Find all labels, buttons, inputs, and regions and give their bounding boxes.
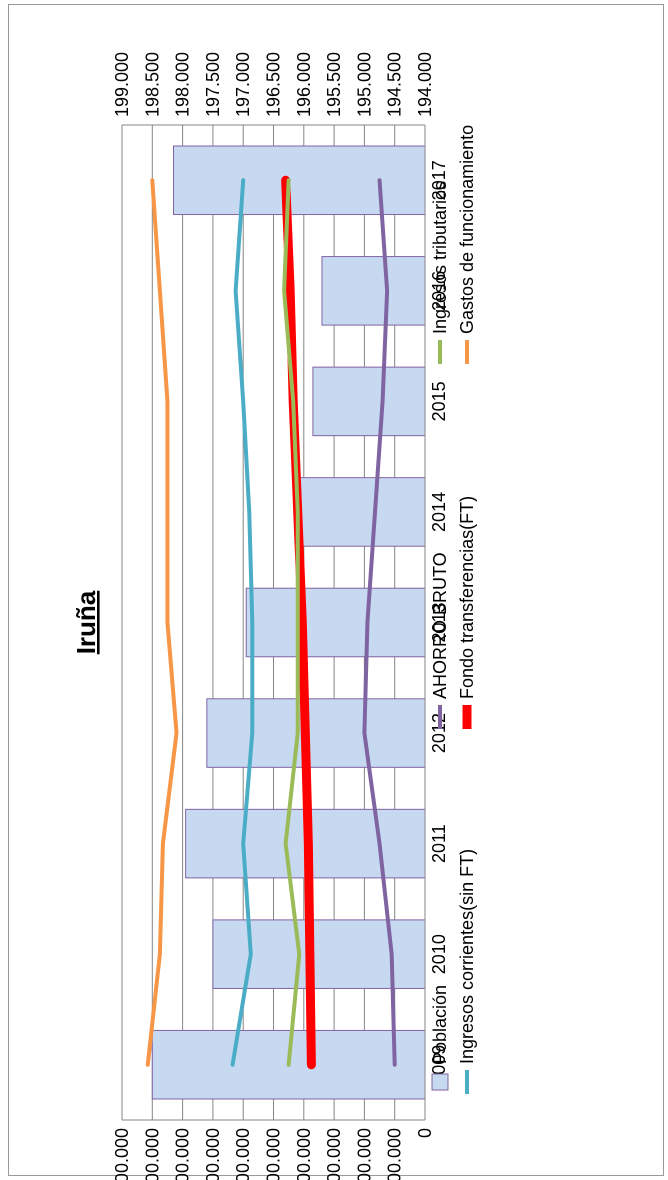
category-label: 2014 [429, 492, 449, 532]
legend-label: Población [430, 985, 450, 1064]
secondary-tick-label: 198.000 [173, 52, 193, 117]
series-line-fondo-transferencias-ft- [281, 175, 316, 1070]
secondary-tick-label: 198.500 [142, 52, 162, 117]
legend-label: Gastos de funcionamiento [457, 125, 477, 334]
secondary-tick-label: 197.000 [233, 52, 253, 117]
chart-frame [8, 4, 664, 1176]
legend-label: AHORRO BRUTO [430, 552, 450, 699]
labels: 0 20.000.000 40.000.000 60.000.000 80.000.00… [112, 52, 449, 1180]
category-label: 2015 [429, 381, 449, 421]
primary-tick-label: 100.000.000 [264, 1128, 284, 1180]
secondary-tick-label: 194.500 [385, 52, 405, 117]
series-line-gastos-de-funcionamiento [145, 178, 179, 1067]
axes [122, 124, 426, 1121]
series-line-ingresos-corrientes-sin-ft- [230, 178, 255, 1067]
secondary-tick-label: 195.500 [324, 52, 344, 117]
secondary-tick-label: 199.000 [112, 52, 132, 117]
legend-label: Ingresos tributarios [430, 181, 450, 334]
primary-tick-label: 40.000.000 [354, 1128, 374, 1180]
bar [321, 256, 426, 326]
primary-tick-label: 120.000.000 [233, 1128, 253, 1180]
secondary-tick-label: 196.000 [294, 52, 314, 117]
legend-label: Fondo transferencias(FT) [457, 496, 477, 699]
bar [245, 587, 426, 658]
legend: Población Ingresos corrientes(sin FT) AHOR… [430, 125, 477, 1094]
lines [145, 175, 397, 1070]
primary-tick-label: 140.000.000 [203, 1128, 223, 1180]
primary-tick-label: 60.000.000 [324, 1128, 344, 1180]
category-label: 2011 [429, 824, 449, 863]
primary-tick-label: 160.000.000 [173, 1128, 193, 1180]
category-label: 2010 [429, 934, 449, 974]
category-label: 2017 [429, 160, 449, 200]
category-label: 2016 [429, 271, 449, 311]
secondary-tick-label: 194.000 [415, 52, 435, 117]
legend-label: Ingresos corrientes(sin FT) [457, 849, 477, 1064]
bar [173, 145, 426, 216]
primary-tick-label: 180.000.000 [142, 1128, 162, 1180]
bar [206, 698, 426, 768]
chart-title: Iruña [71, 590, 101, 654]
primary-tick-label: 20.000.000 [385, 1128, 405, 1180]
legend-swatch [431, 1073, 449, 1091]
category-label: 2013 [429, 602, 449, 642]
secondary-tick-label: 197.500 [203, 52, 223, 117]
primary-tick-label: 0 [415, 1128, 435, 1138]
primary-tick-label: 80.000.000 [294, 1128, 314, 1180]
series-line-ahorro-bruto [362, 178, 397, 1067]
series-line-ingresos-tributarios [282, 178, 302, 1067]
bar [297, 477, 426, 547]
secondary-tick-label: 196.500 [264, 52, 284, 117]
bar [312, 366, 426, 437]
category-label: 2012 [429, 713, 449, 753]
primary-tick-label: 200.000.000 [112, 1128, 132, 1180]
secondary-tick-label: 195.000 [354, 52, 374, 117]
